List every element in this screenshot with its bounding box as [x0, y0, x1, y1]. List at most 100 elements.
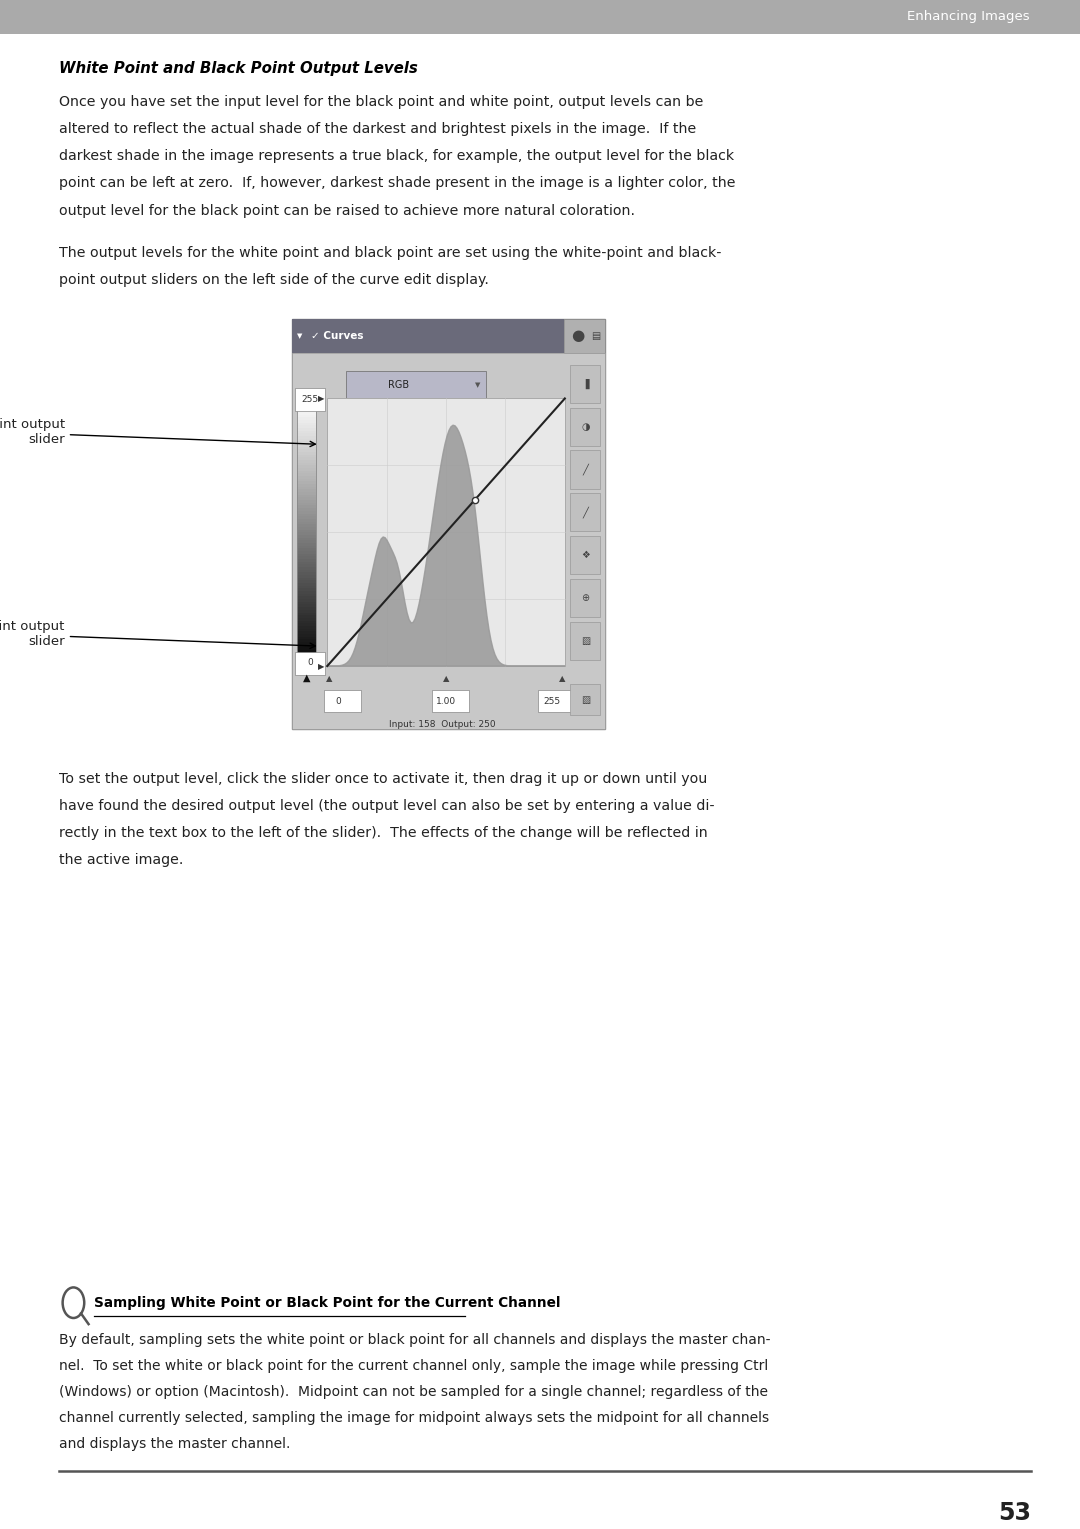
- FancyBboxPatch shape: [297, 399, 316, 401]
- FancyBboxPatch shape: [297, 557, 316, 560]
- FancyBboxPatch shape: [297, 407, 316, 410]
- Text: nel.  To set the white or black point for the current channel only, sample the i: nel. To set the white or black point for…: [59, 1359, 769, 1373]
- FancyBboxPatch shape: [297, 404, 316, 407]
- Text: ▼: ▼: [297, 333, 302, 339]
- FancyBboxPatch shape: [0, 0, 1080, 34]
- Text: White‑point output
slider: White‑point output slider: [0, 417, 315, 446]
- FancyBboxPatch shape: [297, 518, 316, 521]
- FancyBboxPatch shape: [297, 454, 316, 457]
- FancyBboxPatch shape: [297, 570, 316, 572]
- Text: 0: 0: [307, 659, 313, 668]
- FancyBboxPatch shape: [297, 450, 316, 453]
- Text: ╱: ╱: [582, 463, 589, 476]
- FancyBboxPatch shape: [297, 453, 316, 454]
- FancyBboxPatch shape: [297, 650, 316, 653]
- FancyBboxPatch shape: [297, 417, 316, 420]
- FancyBboxPatch shape: [297, 550, 316, 553]
- FancyBboxPatch shape: [297, 553, 316, 557]
- FancyBboxPatch shape: [297, 524, 316, 528]
- FancyBboxPatch shape: [297, 486, 316, 489]
- Text: ▤: ▤: [592, 330, 600, 341]
- FancyBboxPatch shape: [297, 572, 316, 575]
- Text: ▲: ▲: [559, 674, 566, 683]
- Text: ▶: ▶: [318, 394, 324, 404]
- FancyBboxPatch shape: [297, 583, 316, 586]
- Text: Sampling White Point or Black Point for the Current Channel: Sampling White Point or Black Point for …: [94, 1295, 561, 1310]
- FancyBboxPatch shape: [297, 586, 316, 589]
- FancyBboxPatch shape: [297, 564, 316, 567]
- FancyBboxPatch shape: [292, 320, 564, 353]
- FancyBboxPatch shape: [570, 622, 600, 661]
- FancyBboxPatch shape: [297, 506, 316, 508]
- Text: (Windows) or option (Macintosh).  Midpoint can not be sampled for a single chann: (Windows) or option (Macintosh). Midpoin…: [59, 1385, 768, 1399]
- FancyBboxPatch shape: [297, 457, 316, 460]
- FancyBboxPatch shape: [297, 578, 316, 581]
- FancyBboxPatch shape: [297, 625, 316, 628]
- FancyBboxPatch shape: [297, 621, 316, 624]
- FancyBboxPatch shape: [297, 492, 316, 495]
- Text: ●: ●: [571, 329, 584, 344]
- Text: ▲: ▲: [443, 674, 449, 683]
- FancyBboxPatch shape: [297, 661, 316, 664]
- FancyBboxPatch shape: [297, 624, 316, 625]
- FancyBboxPatch shape: [297, 546, 316, 549]
- FancyBboxPatch shape: [297, 439, 316, 442]
- Text: Input: 158  Output: 250: Input: 158 Output: 250: [390, 720, 496, 729]
- FancyBboxPatch shape: [297, 528, 316, 529]
- FancyBboxPatch shape: [570, 365, 600, 404]
- Text: ▶: ▶: [318, 662, 324, 671]
- FancyBboxPatch shape: [297, 410, 316, 411]
- FancyBboxPatch shape: [297, 489, 316, 492]
- Polygon shape: [327, 425, 565, 667]
- FancyBboxPatch shape: [570, 408, 600, 446]
- Text: 255: 255: [301, 394, 319, 404]
- FancyBboxPatch shape: [297, 471, 316, 474]
- FancyBboxPatch shape: [295, 388, 325, 411]
- Text: ◑: ◑: [581, 422, 590, 431]
- FancyBboxPatch shape: [297, 529, 316, 532]
- FancyBboxPatch shape: [297, 538, 316, 540]
- FancyBboxPatch shape: [297, 503, 316, 506]
- FancyBboxPatch shape: [570, 494, 600, 532]
- FancyBboxPatch shape: [297, 500, 316, 503]
- Text: Once you have set the input level for the black point and white point, output le: Once you have set the input level for th…: [59, 95, 704, 109]
- Text: rectly in the text box to the left of the slider).  The effects of the change wi: rectly in the text box to the left of th…: [59, 826, 708, 839]
- Text: White Point and Black Point Output Levels: White Point and Black Point Output Level…: [59, 61, 418, 76]
- FancyBboxPatch shape: [297, 613, 316, 615]
- FancyBboxPatch shape: [297, 443, 316, 446]
- FancyBboxPatch shape: [297, 647, 316, 650]
- FancyBboxPatch shape: [297, 422, 316, 425]
- Text: ✓ Curves: ✓ Curves: [311, 330, 364, 341]
- FancyBboxPatch shape: [297, 476, 316, 479]
- FancyBboxPatch shape: [297, 511, 316, 514]
- Text: channel currently selected, sampling the image for midpoint always sets the midp: channel currently selected, sampling the…: [59, 1411, 770, 1425]
- FancyBboxPatch shape: [297, 575, 316, 578]
- FancyBboxPatch shape: [297, 602, 316, 604]
- FancyBboxPatch shape: [297, 535, 316, 538]
- FancyBboxPatch shape: [297, 618, 316, 621]
- Text: ⊕: ⊕: [581, 593, 590, 602]
- FancyBboxPatch shape: [297, 540, 316, 543]
- Text: By default, sampling sets the white point or black point for all channels and di: By default, sampling sets the white poin…: [59, 1333, 771, 1347]
- Text: and displays the master channel.: and displays the master channel.: [59, 1437, 291, 1451]
- Text: ❖: ❖: [581, 550, 590, 560]
- FancyBboxPatch shape: [297, 636, 316, 639]
- FancyBboxPatch shape: [570, 685, 600, 716]
- FancyBboxPatch shape: [297, 642, 316, 645]
- FancyBboxPatch shape: [297, 560, 316, 561]
- Text: output level for the black point can be raised to achieve more natural coloratio: output level for the black point can be …: [59, 203, 635, 217]
- Text: ▐: ▐: [582, 379, 589, 388]
- FancyBboxPatch shape: [297, 596, 316, 599]
- Text: The output levels for the white point and black point are set using the white‑po: The output levels for the white point an…: [59, 246, 721, 260]
- FancyBboxPatch shape: [297, 514, 316, 517]
- Text: ╱: ╱: [582, 506, 589, 518]
- Text: have found the desired output level (the output level can also be set by enterin: have found the desired output level (the…: [59, 798, 715, 813]
- FancyBboxPatch shape: [297, 567, 316, 570]
- Text: the active image.: the active image.: [59, 853, 184, 867]
- FancyBboxPatch shape: [297, 460, 316, 463]
- FancyBboxPatch shape: [297, 497, 316, 500]
- FancyBboxPatch shape: [297, 656, 316, 657]
- Text: 1.00: 1.00: [436, 697, 456, 706]
- FancyBboxPatch shape: [297, 628, 316, 631]
- FancyBboxPatch shape: [297, 474, 316, 476]
